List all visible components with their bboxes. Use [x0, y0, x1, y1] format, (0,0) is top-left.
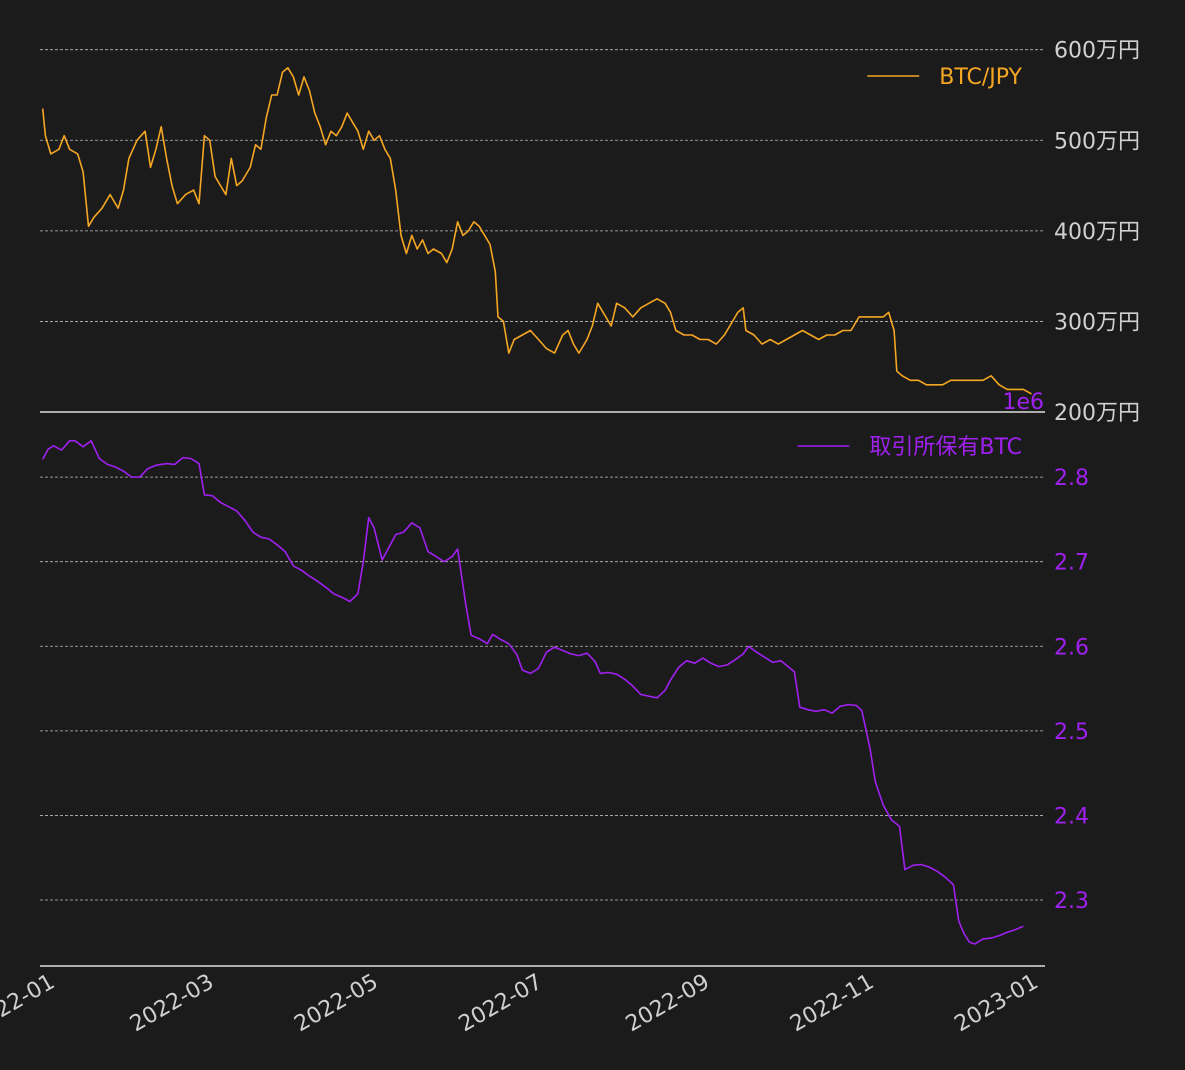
y-tick-label: 2.6: [1054, 635, 1089, 660]
x-tick-label: 2022-11: [786, 970, 878, 1038]
y-tick-label: 300万円: [1054, 310, 1140, 335]
y-tick-label: 400万円: [1054, 220, 1140, 245]
y-tick-label: 500万円: [1054, 129, 1140, 154]
y-tick-label: 2.3: [1054, 889, 1089, 914]
y-tick-label: 2.7: [1054, 551, 1089, 576]
series-line-btc-jpy: [41, 67, 1032, 395]
y-tick-label: 600万円: [1054, 39, 1140, 64]
x-tick-label: 2022-07: [455, 970, 547, 1038]
x-tick-label: 2022-03: [126, 970, 218, 1038]
x-tick-label: 2022-05: [290, 970, 382, 1038]
axis-offset-label: 1e6: [1002, 390, 1044, 415]
legend-label: 取引所保有BTC: [869, 435, 1022, 460]
y-tick-label: 2.8: [1054, 466, 1089, 491]
series-line-exchange-btc: [41, 439, 1024, 945]
y-tick-label: 2.4: [1054, 804, 1089, 829]
x-tick-label: 2023-01: [951, 970, 1043, 1038]
x-tick-label: 2022-01: [0, 970, 59, 1038]
y-tick-label: 200万円: [1054, 401, 1140, 426]
x-tick-label: 2022-09: [622, 970, 714, 1038]
y-tick-label: 2.5: [1054, 720, 1089, 745]
legend-label: BTC/JPY: [939, 65, 1022, 90]
